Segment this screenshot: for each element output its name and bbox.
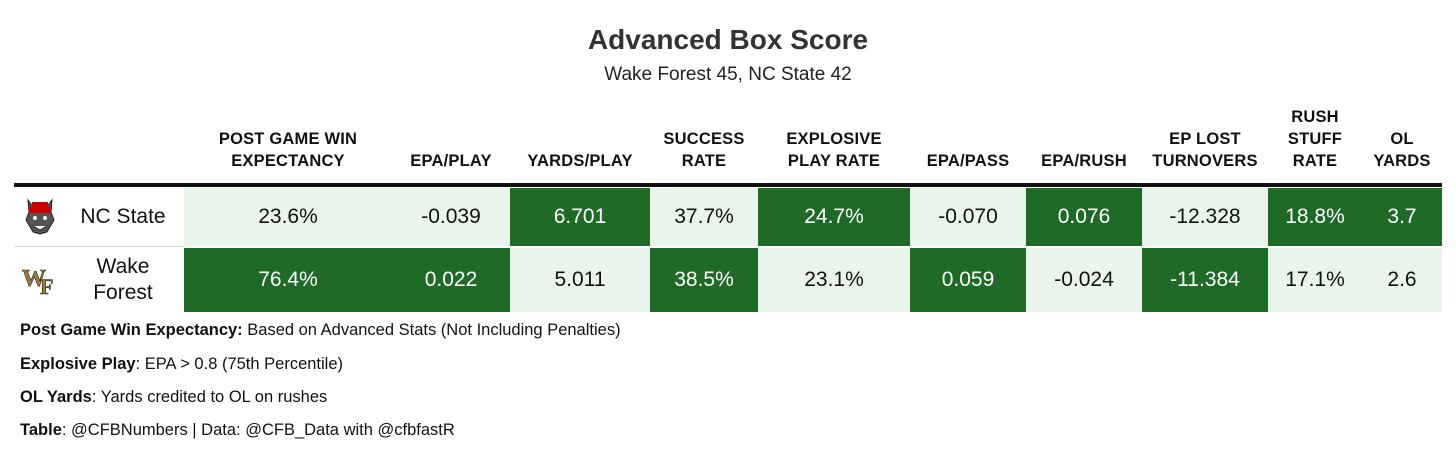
table-subtitle: Wake Forest 45, NC State 42 <box>604 64 852 85</box>
col-header-epa-play: EPA/PLAY <box>410 152 492 170</box>
col-header-win-expectancy: POST GAME WIN EXPECTANCY <box>218 130 358 170</box>
cell-ncstate-win-expectancy: 23.6% <box>184 188 392 246</box>
footnote-win-expectancy: Post Game Win Expectancy: Based on Advan… <box>20 321 621 339</box>
cell-wake-yards-play: 5.011 <box>510 248 650 312</box>
cell-ncstate-ol-yards: 3.7 <box>1362 188 1442 246</box>
team-name-nc-state: NC State <box>80 205 166 228</box>
col-header-explosive-play-rate: EXPLOSIVE PLAY RATE <box>786 130 882 170</box>
col-header-success-rate: SUCCESS RATE <box>663 130 745 170</box>
team-name-wake-forest: Wake Forest <box>93 255 153 304</box>
cell-ncstate-epa-rush: 0.076 <box>1026 188 1142 246</box>
cell-ncstate-epa-play: -0.039 <box>392 188 510 246</box>
cell-wake-win-expectancy: 76.4% <box>184 248 392 312</box>
cell-wake-ol-yards: 2.6 <box>1362 248 1442 312</box>
cell-ncstate-epa-pass: -0.070 <box>910 188 1026 246</box>
cell-wake-epa-pass: 0.059 <box>910 248 1026 312</box>
cell-ncstate-yards-play: 6.701 <box>510 188 650 246</box>
table-title: Advanced Box Score <box>587 24 869 55</box>
cell-wake-epa-rush: -0.024 <box>1026 248 1142 312</box>
cell-ncstate-ep-lost-turnovers: -12.328 <box>1142 188 1268 246</box>
svg-text:F: F <box>40 274 53 299</box>
cell-wake-ep-lost-turnovers: -11.384 <box>1142 248 1268 312</box>
footnote-ol-yards: OL Yards: Yards credited to OL on rushes <box>20 388 328 406</box>
col-header-epa-pass: EPA/PASS <box>926 152 1010 170</box>
cell-wake-success-rate: 38.5% <box>650 248 758 312</box>
cell-wake-explosive-play-rate: 23.1% <box>758 248 910 312</box>
cell-wake-epa-play: 0.022 <box>392 248 510 312</box>
cell-ncstate-success-rate: 37.7% <box>650 188 758 246</box>
row-divider <box>14 246 184 247</box>
header-rule <box>14 183 1442 187</box>
cell-ncstate-explosive-play-rate: 24.7% <box>758 188 910 246</box>
nc-state-wolf-logo <box>25 198 55 235</box>
col-header-rush-stuff-rate: RUSH STUFF RATE <box>1287 108 1343 170</box>
col-header-ep-lost-turnovers: EP LOST TURNOVERS <box>1152 130 1258 170</box>
wake-forest-wf-logo: W F <box>22 266 54 300</box>
col-header-epa-rush: EPA/RUSH <box>1041 152 1127 170</box>
cell-wake-rush-stuff-rate: 17.1% <box>1268 248 1362 312</box>
svg-text:W: W <box>22 266 46 292</box>
cell-ncstate-rush-stuff-rate: 18.8% <box>1268 188 1362 246</box>
footnote-source: Table: @CFBNumbers | Data: @CFB_Data wit… <box>20 421 455 439</box>
footnote-explosive-play: Explosive Play: EPA > 0.8 (75th Percenti… <box>20 355 344 373</box>
col-header-yards-play: YARDS/PLAY <box>527 152 633 170</box>
col-header-ol-yards: OL YARDS <box>1373 130 1431 170</box>
